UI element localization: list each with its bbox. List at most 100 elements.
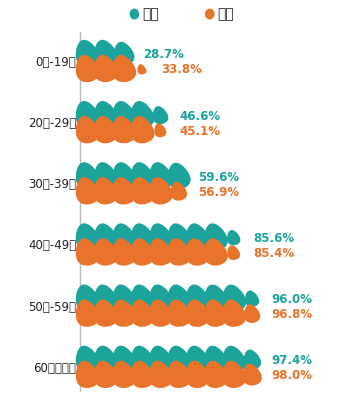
Polygon shape <box>204 285 228 312</box>
Text: 46.6%: 46.6% <box>180 110 221 123</box>
Polygon shape <box>94 223 118 251</box>
Circle shape <box>130 9 139 19</box>
Polygon shape <box>76 346 99 373</box>
Polygon shape <box>149 238 173 266</box>
Polygon shape <box>112 285 136 312</box>
Text: 97.4%: 97.4% <box>271 354 312 367</box>
Polygon shape <box>244 349 261 370</box>
Polygon shape <box>149 223 173 251</box>
Polygon shape <box>204 361 228 388</box>
Polygon shape <box>76 101 99 128</box>
Text: 96.0%: 96.0% <box>271 293 312 306</box>
Polygon shape <box>94 162 118 189</box>
Text: 59.6%: 59.6% <box>198 171 239 184</box>
Polygon shape <box>94 285 118 312</box>
Polygon shape <box>94 346 118 373</box>
Polygon shape <box>186 285 210 312</box>
Polygon shape <box>131 299 154 327</box>
Polygon shape <box>94 238 118 266</box>
Polygon shape <box>76 361 99 388</box>
Text: 20岁-29岁: 20岁-29岁 <box>28 117 76 130</box>
Text: 40岁-49岁: 40岁-49岁 <box>28 239 76 252</box>
Polygon shape <box>186 299 210 327</box>
Polygon shape <box>149 299 173 327</box>
Polygon shape <box>186 361 210 388</box>
Polygon shape <box>131 162 154 189</box>
Polygon shape <box>149 177 173 204</box>
Polygon shape <box>149 361 173 388</box>
Polygon shape <box>76 177 99 204</box>
Polygon shape <box>131 238 154 266</box>
Polygon shape <box>112 299 136 327</box>
Text: 60岁及以上: 60岁及以上 <box>33 362 76 375</box>
Polygon shape <box>94 177 118 204</box>
Polygon shape <box>227 245 240 260</box>
Polygon shape <box>186 346 210 373</box>
Text: 85.6%: 85.6% <box>253 232 294 245</box>
Polygon shape <box>131 285 154 312</box>
Text: 28.7%: 28.7% <box>143 48 184 61</box>
Text: 0岁-19岁: 0岁-19岁 <box>35 56 76 69</box>
Polygon shape <box>76 299 99 327</box>
Polygon shape <box>112 223 136 251</box>
Polygon shape <box>76 285 99 312</box>
Polygon shape <box>112 361 136 388</box>
Circle shape <box>206 9 214 19</box>
Polygon shape <box>153 106 168 124</box>
Polygon shape <box>94 361 118 388</box>
Polygon shape <box>149 162 173 189</box>
Polygon shape <box>154 123 166 137</box>
Polygon shape <box>94 40 118 67</box>
Text: 56.9%: 56.9% <box>198 186 239 199</box>
Polygon shape <box>186 238 210 266</box>
Polygon shape <box>223 285 246 312</box>
Polygon shape <box>223 346 246 373</box>
Polygon shape <box>167 238 191 266</box>
Polygon shape <box>223 361 246 388</box>
Polygon shape <box>112 101 136 128</box>
Polygon shape <box>204 223 228 251</box>
Polygon shape <box>137 64 146 75</box>
Polygon shape <box>112 162 136 189</box>
Polygon shape <box>76 116 99 143</box>
Polygon shape <box>167 223 191 251</box>
Polygon shape <box>76 223 99 251</box>
Polygon shape <box>227 230 240 245</box>
Polygon shape <box>149 346 173 373</box>
Polygon shape <box>76 40 99 67</box>
Polygon shape <box>94 101 118 128</box>
Polygon shape <box>171 182 187 201</box>
Polygon shape <box>149 285 173 312</box>
Text: 96.8%: 96.8% <box>271 308 312 321</box>
Polygon shape <box>168 163 191 189</box>
Polygon shape <box>112 346 136 373</box>
Polygon shape <box>76 55 99 82</box>
Polygon shape <box>131 116 154 143</box>
Polygon shape <box>94 116 118 143</box>
Polygon shape <box>131 177 154 204</box>
Polygon shape <box>167 361 191 388</box>
Polygon shape <box>114 42 134 66</box>
Polygon shape <box>167 285 191 312</box>
Polygon shape <box>131 101 154 128</box>
Text: 50岁-59岁: 50岁-59岁 <box>28 301 76 314</box>
Polygon shape <box>131 361 154 388</box>
Text: 女性: 女性 <box>217 7 234 21</box>
Text: 85.4%: 85.4% <box>253 247 294 260</box>
Polygon shape <box>112 177 136 204</box>
Text: 30岁-39岁: 30岁-39岁 <box>28 178 76 191</box>
Text: 98.0%: 98.0% <box>271 369 312 382</box>
Polygon shape <box>243 364 262 386</box>
Polygon shape <box>112 116 136 143</box>
Polygon shape <box>131 346 154 373</box>
Polygon shape <box>131 223 154 251</box>
Polygon shape <box>167 299 191 327</box>
Polygon shape <box>112 238 136 266</box>
Polygon shape <box>112 55 136 82</box>
Polygon shape <box>76 238 99 266</box>
Polygon shape <box>223 299 246 327</box>
Polygon shape <box>167 346 191 373</box>
Polygon shape <box>94 55 118 82</box>
Polygon shape <box>245 291 259 307</box>
Text: 33.8%: 33.8% <box>161 63 202 77</box>
